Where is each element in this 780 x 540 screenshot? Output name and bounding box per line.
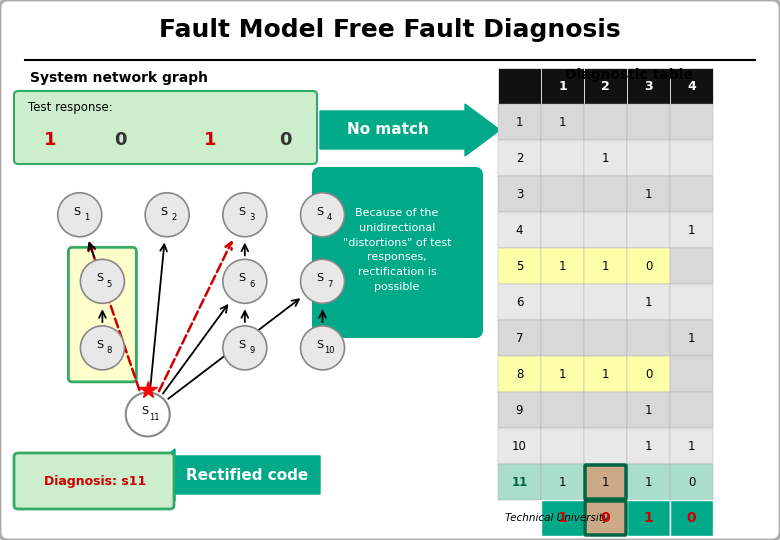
Bar [498,428,541,464]
Text: System network graph: System network graph [30,71,208,85]
Text: 3: 3 [249,213,254,222]
Text: 1: 1 [645,440,652,453]
Text: 9: 9 [249,346,254,355]
FancyBboxPatch shape [312,167,483,338]
Bar [670,212,713,248]
FancyBboxPatch shape [69,247,136,382]
Text: S: S [96,340,103,350]
Bar [584,140,627,176]
Text: Technical University: Technical University [505,513,609,523]
Text: 1: 1 [645,403,652,416]
Bar [627,464,670,500]
Text: 5: 5 [107,280,112,289]
Bar [498,140,541,176]
Text: 0: 0 [645,368,652,381]
Text: 7: 7 [516,332,523,345]
Text: 5: 5 [516,260,523,273]
Bar [584,176,627,212]
Bar [627,248,670,284]
FancyBboxPatch shape [585,465,626,499]
Text: 1: 1 [644,511,654,525]
Circle shape [80,259,124,303]
Bar [498,176,541,212]
Text: 11: 11 [512,476,527,489]
Text: 1: 1 [601,152,609,165]
Bar [498,356,541,392]
FancyArrow shape [320,104,500,156]
Text: 1: 1 [688,224,695,237]
Text: 0: 0 [688,476,695,489]
Bar [541,320,584,356]
Bar [498,104,541,140]
Bar [584,68,627,104]
Circle shape [300,259,345,303]
Text: 1: 1 [645,476,652,489]
Text: 1: 1 [558,79,567,92]
Bar [498,392,541,428]
Bar [670,320,713,356]
Bar [627,212,670,248]
Circle shape [223,259,267,303]
Bar [541,356,584,392]
Circle shape [145,193,189,237]
Text: 0: 0 [114,131,126,149]
Bar [670,356,713,392]
Bar [670,464,713,500]
Circle shape [223,326,267,370]
Bar [541,428,584,464]
Circle shape [300,326,345,370]
Bar [627,104,670,140]
Text: 8: 8 [516,368,523,381]
Bar [670,68,713,104]
Text: 1: 1 [601,260,609,273]
Bar [627,428,670,464]
Text: S: S [316,273,323,284]
Bar [627,284,670,320]
Bar [627,140,670,176]
Text: 1: 1 [558,368,566,381]
Text: 1: 1 [601,476,609,489]
Text: 1: 1 [558,116,566,129]
Text: 0: 0 [686,511,697,525]
Bar [627,392,670,428]
Text: S: S [316,207,323,217]
Text: S: S [73,207,80,217]
Bar [498,212,541,248]
Text: S: S [238,340,246,350]
Bar [584,248,627,284]
Text: S: S [161,207,168,217]
Text: 6: 6 [516,295,523,308]
Text: Rectified code: Rectified code [186,468,308,483]
Bar [627,320,670,356]
Circle shape [126,393,170,436]
Bar [584,212,627,248]
Text: 10: 10 [512,440,527,453]
Bar [584,284,627,320]
Bar [584,428,627,464]
Text: 1: 1 [558,260,566,273]
Text: 4: 4 [327,213,332,222]
Text: 1: 1 [558,476,566,489]
Text: 1: 1 [558,511,567,525]
Bar [541,176,584,212]
Text: 4: 4 [687,79,696,92]
Circle shape [223,193,267,237]
Bar [541,104,584,140]
Text: S: S [238,273,246,284]
Bar [584,392,627,428]
Text: 3: 3 [516,187,523,200]
Text: 2: 2 [516,152,523,165]
Text: 7: 7 [327,280,332,289]
Text: S: S [96,273,103,284]
Bar [670,176,713,212]
Bar [541,284,584,320]
FancyArrow shape [140,449,320,501]
Text: Diagnosis: s11: Diagnosis: s11 [44,475,146,488]
Bar [584,500,627,536]
Bar [541,392,584,428]
Circle shape [58,193,101,237]
Bar [498,248,541,284]
Text: 6: 6 [249,280,254,289]
Text: 1: 1 [688,440,695,453]
